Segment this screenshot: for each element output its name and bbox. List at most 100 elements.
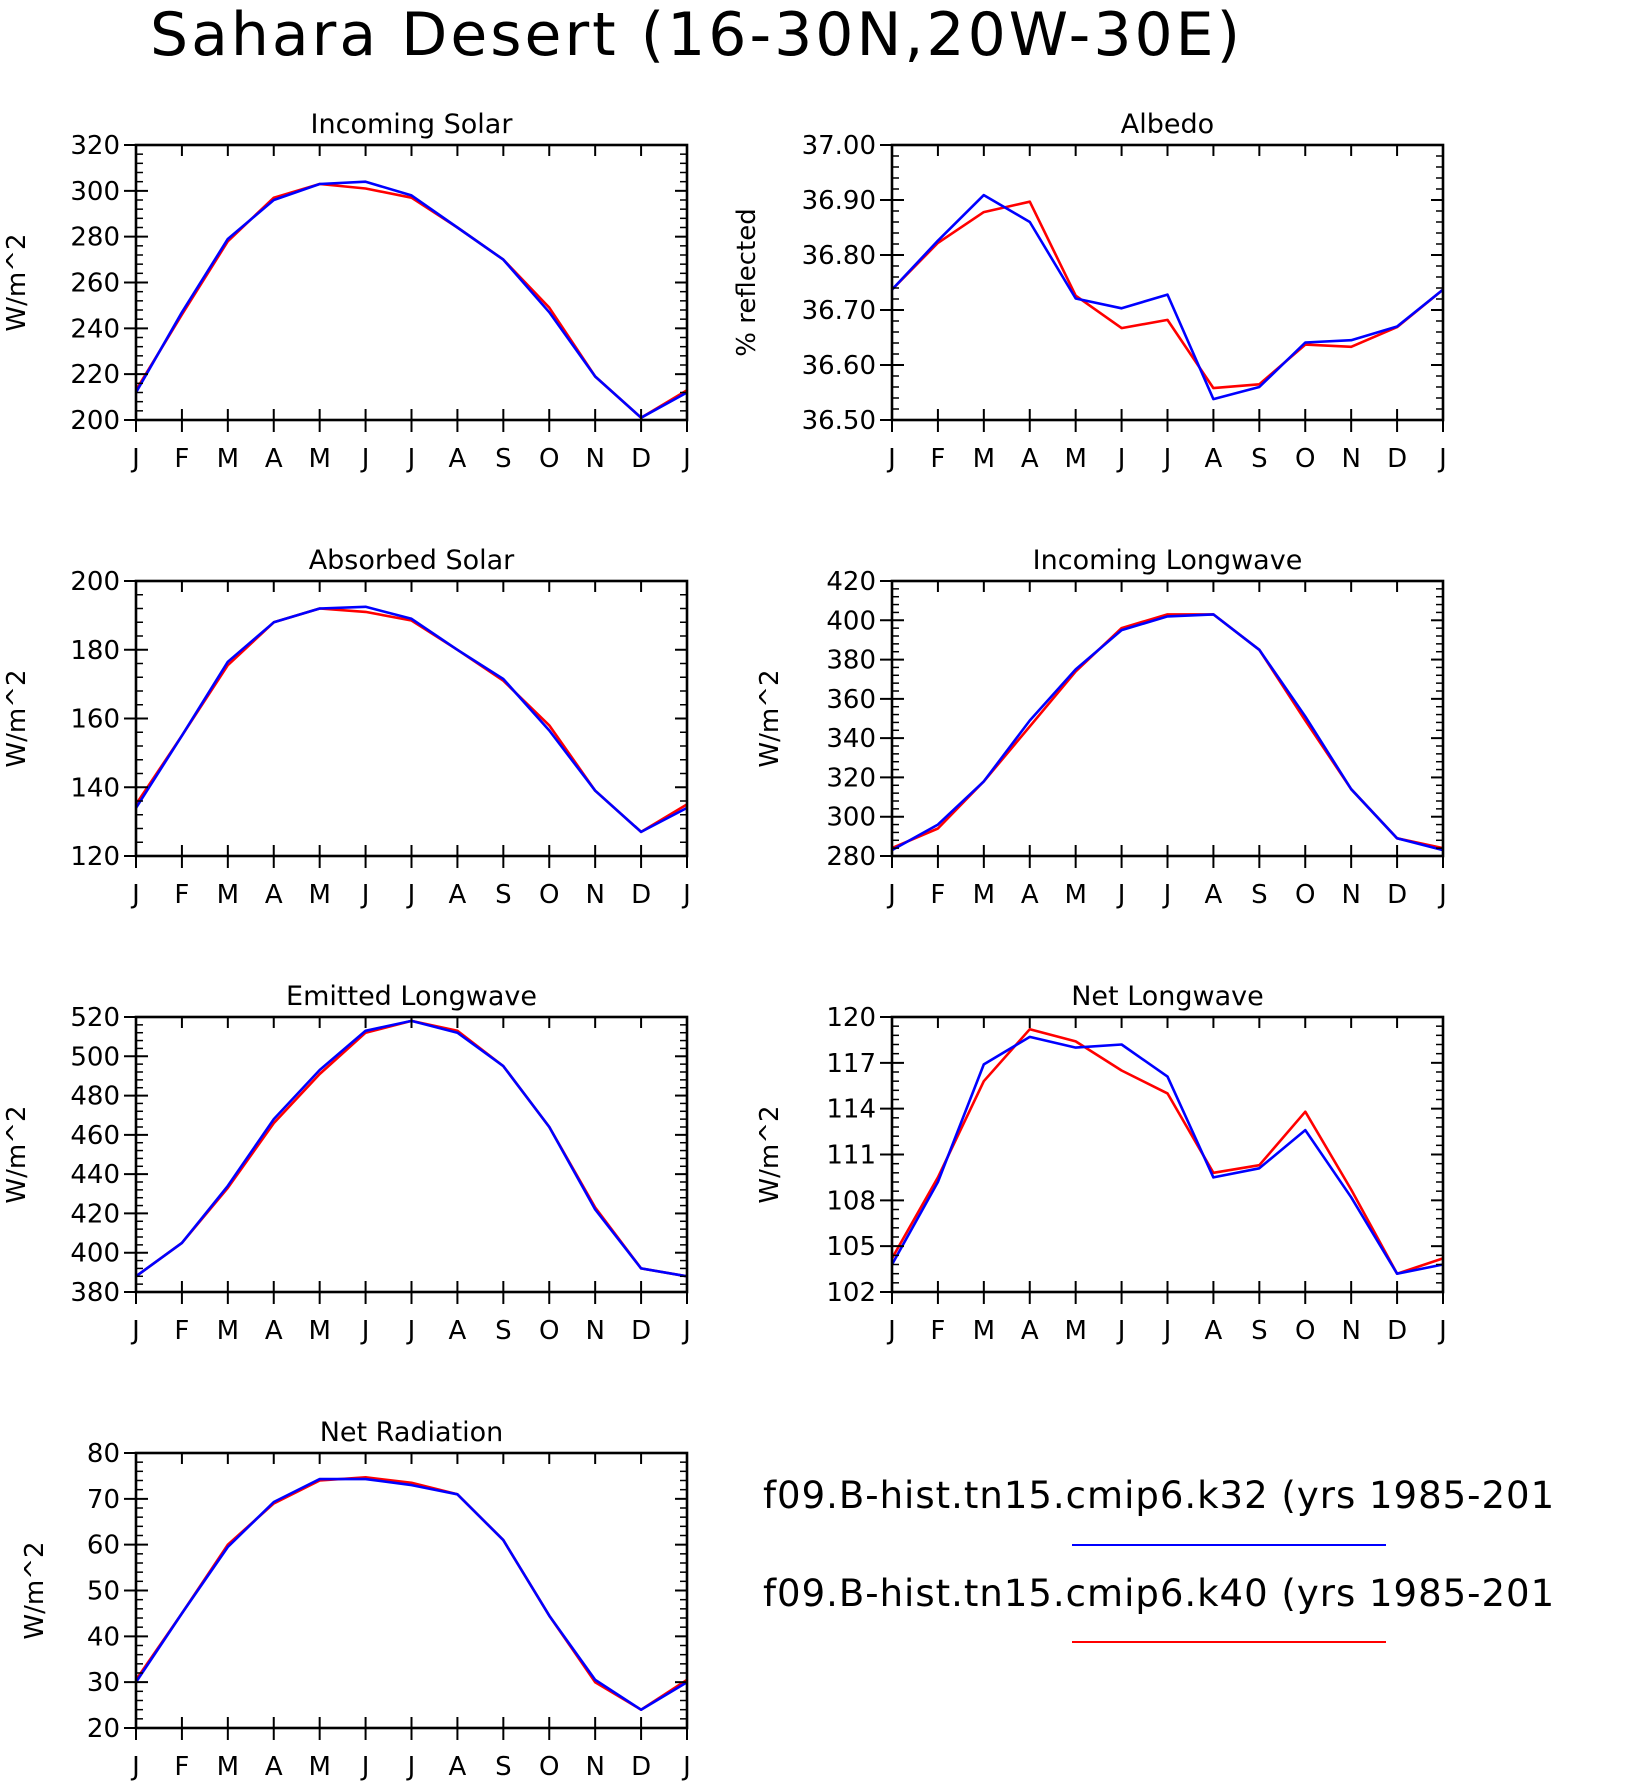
plot-frame-albedo xyxy=(890,143,1445,422)
x-tick-label-incoming-solar: J xyxy=(360,444,370,474)
y-tick-label-net-radiation: 80 xyxy=(87,1439,120,1469)
y-tick-label-albedo: 37.00 xyxy=(802,131,876,161)
x-tick-label-albedo: M xyxy=(1064,444,1086,474)
x-tick-label-incoming-solar: D xyxy=(631,444,651,474)
x-tick-label-albedo: S xyxy=(1251,444,1268,474)
x-tick-label-net-radiation: O xyxy=(539,1752,559,1782)
y-tick-label-emitted-longwave: 400 xyxy=(70,1239,120,1269)
y-tick-label-net-longwave: 120 xyxy=(826,1003,876,1033)
y-tick-label-incoming-longwave: 340 xyxy=(826,724,876,754)
x-tick-label-incoming-longwave: J xyxy=(886,880,896,910)
y-tick-label-incoming-solar: 240 xyxy=(70,314,120,344)
x-tick-label-absorbed-solar: D xyxy=(631,880,651,910)
x-tick-label-absorbed-solar: M xyxy=(308,880,330,910)
x-tick-label-net-longwave: O xyxy=(1295,1316,1315,1346)
y-tick-label-emitted-longwave: 440 xyxy=(70,1160,120,1190)
series-line-red-emitted-longwave xyxy=(135,1019,688,1278)
plot-frame-absorbed-solar xyxy=(134,579,689,858)
plot-frame-net-longwave xyxy=(890,1015,1445,1294)
x-tick-label-net-longwave: N xyxy=(1341,1316,1360,1346)
y-tick-label-net-radiation: 50 xyxy=(87,1577,120,1607)
x-tick-label-incoming-longwave: A xyxy=(1021,880,1039,910)
x-tick-label-net-radiation: J xyxy=(130,1752,140,1782)
x-tick-label-net-radiation: A xyxy=(265,1752,283,1782)
series-line-red-net-radiation xyxy=(134,1476,688,1711)
panel-title-net-longwave: Net Longwave xyxy=(1071,981,1264,1012)
x-tick-label-incoming-solar: A xyxy=(265,444,283,474)
y-tick-label-incoming-solar: 200 xyxy=(70,406,120,436)
x-tick-label-albedo: M xyxy=(973,444,995,474)
legend-label-0: f09.B-hist.tn15.cmip6.k32 (yrs 1985-201 xyxy=(763,1474,1555,1517)
x-tick-label-incoming-solar: A xyxy=(449,444,467,474)
y-tick-label-incoming-longwave: 320 xyxy=(826,763,876,793)
x-tick-label-net-longwave: J xyxy=(1116,1316,1126,1346)
y-axis-label-albedo: % reflected xyxy=(732,208,762,356)
y-axis-label-net-longwave: W/m^2 xyxy=(755,1105,785,1203)
x-tick-label-incoming-longwave: J xyxy=(1116,880,1126,910)
y-tick-label-absorbed-solar: 180 xyxy=(70,636,120,666)
x-tick-label-net-longwave: M xyxy=(1064,1316,1086,1346)
y-tick-label-net-radiation: 40 xyxy=(87,1622,120,1652)
y-tick-label-albedo: 36.80 xyxy=(802,241,876,271)
y-tick-label-incoming-longwave: 420 xyxy=(826,567,876,597)
x-tick-label-net-radiation: J xyxy=(360,1752,370,1782)
y-tick-label-net-longwave: 111 xyxy=(826,1141,876,1171)
x-tick-label-incoming-solar: J xyxy=(130,444,140,474)
y-tick-label-emitted-longwave: 520 xyxy=(70,1003,120,1033)
x-tick-label-emitted-longwave: J xyxy=(360,1316,370,1346)
x-tick-label-net-radiation: F xyxy=(174,1752,189,1782)
x-tick-label-emitted-longwave: J xyxy=(406,1316,416,1346)
plot-frame-emitted-longwave xyxy=(134,1015,689,1294)
y-axis-label-incoming-longwave: W/m^2 xyxy=(755,669,785,767)
x-tick-label-albedo: A xyxy=(1021,444,1039,474)
legend: f09.B-hist.tn15.cmip6.k32 (yrs 1985-201 … xyxy=(763,1474,1555,1643)
y-axis-label-net-radiation: W/m^2 xyxy=(20,1541,50,1639)
y-tick-label-incoming-solar: 260 xyxy=(70,269,120,299)
y-axis-label-absorbed-solar: W/m^2 xyxy=(2,669,32,767)
series-line-red-net-longwave xyxy=(890,1027,1444,1275)
legend-label-1: f09.B-hist.tn15.cmip6.k40 (yrs 1985-201 xyxy=(763,1572,1555,1615)
panel-title-absorbed-solar: Absorbed Solar xyxy=(309,545,515,576)
x-tick-label-emitted-longwave: F xyxy=(174,1316,189,1346)
x-tick-label-incoming-solar: S xyxy=(495,444,512,474)
x-tick-label-emitted-longwave: J xyxy=(130,1316,140,1346)
y-tick-label-net-radiation: 60 xyxy=(87,1531,120,1561)
x-tick-label-net-radiation: J xyxy=(406,1752,416,1782)
x-tick-label-incoming-longwave: J xyxy=(1437,880,1447,910)
x-tick-label-emitted-longwave: O xyxy=(539,1316,559,1346)
panel-title-albedo: Albedo xyxy=(1121,109,1214,140)
series-line-blue-incoming-longwave xyxy=(891,613,1444,852)
y-axis-label-incoming-solar: W/m^2 xyxy=(2,233,32,331)
x-tick-label-net-longwave: S xyxy=(1251,1316,1268,1346)
x-tick-label-emitted-longwave: M xyxy=(308,1316,330,1346)
x-tick-label-incoming-solar: M xyxy=(308,444,330,474)
y-tick-label-net-longwave: 117 xyxy=(826,1049,876,1079)
x-tick-label-emitted-longwave: A xyxy=(265,1316,283,1346)
y-tick-label-net-radiation: 70 xyxy=(87,1485,120,1515)
x-tick-label-incoming-solar: J xyxy=(406,444,416,474)
panel-title-emitted-longwave: Emitted Longwave xyxy=(286,981,537,1012)
x-tick-label-net-longwave: D xyxy=(1387,1316,1407,1346)
x-tick-label-incoming-longwave: O xyxy=(1295,880,1315,910)
x-tick-label-net-longwave: J xyxy=(1162,1316,1172,1346)
x-tick-label-net-longwave: M xyxy=(973,1316,995,1346)
x-tick-label-absorbed-solar: O xyxy=(539,880,559,910)
y-tick-label-incoming-solar: 320 xyxy=(70,131,120,161)
x-tick-label-albedo: J xyxy=(1437,444,1447,474)
x-tick-label-net-longwave: A xyxy=(1205,1316,1223,1346)
x-tick-label-net-longwave: A xyxy=(1021,1316,1039,1346)
y-tick-label-incoming-longwave: 300 xyxy=(826,803,876,833)
y-tick-label-incoming-longwave: 280 xyxy=(826,842,876,872)
x-tick-label-incoming-solar: F xyxy=(174,444,189,474)
x-tick-label-emitted-longwave: S xyxy=(495,1316,512,1346)
x-tick-label-incoming-solar: O xyxy=(539,444,559,474)
x-tick-label-albedo: N xyxy=(1341,444,1360,474)
y-tick-label-net-longwave: 105 xyxy=(826,1232,876,1262)
x-tick-label-incoming-longwave: S xyxy=(1251,880,1268,910)
x-tick-label-absorbed-solar: J xyxy=(681,880,691,910)
